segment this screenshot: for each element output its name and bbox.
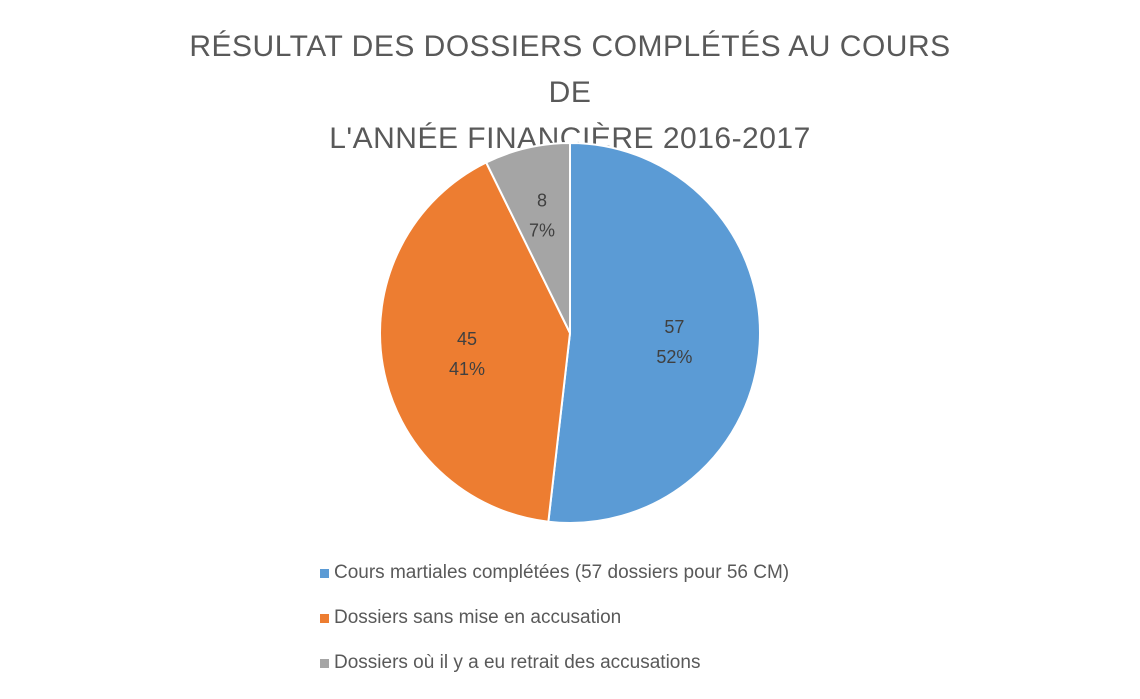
legend-label-3: Dossiers où il y a eu retrait des accusa…: [334, 652, 701, 673]
slice-value-label-2: 45: [457, 329, 477, 349]
pie-slices: [379, 141, 761, 524]
legend-item-2: Dossiers sans mise en accusation: [320, 605, 1020, 650]
pie-data-labels: 57 52% 45 41% 8 7%: [449, 191, 692, 379]
slice-value-label-1: 57: [664, 317, 684, 337]
legend-swatch-3: [320, 659, 329, 668]
pie-slice-2: [379, 161, 572, 523]
slice-percent-label-1: 52%: [656, 347, 692, 367]
legend-label-1: Cours martiales complétées (57 dossiers …: [334, 562, 790, 583]
pie-slice-1: [547, 141, 761, 524]
legend: Cours martiales complétées (57 dossiers …: [320, 560, 1020, 695]
legend-item-3: Dossiers où il y a eu retrait des accusa…: [320, 650, 1020, 695]
slice-value-label-3: 8: [537, 191, 547, 211]
slice-percent-label-2: 41%: [449, 359, 485, 379]
chart-title: RÉSULTAT DES DOSSIERS COMPLÉTÉS AU COURS…: [170, 24, 970, 162]
legend-swatch-2: [320, 614, 329, 623]
legend-label-2: Dossiers sans mise en accusation: [334, 607, 622, 628]
chart-title-line-1: RÉSULTAT DES DOSSIERS COMPLÉTÉS AU COURS…: [189, 30, 951, 109]
legend-swatch-1: [320, 569, 329, 578]
legend-item-1: Cours martiales complétées (57 dossiers …: [320, 560, 1020, 605]
pie-slice-3: [484, 141, 571, 334]
slice-percent-label-3: 7%: [529, 221, 555, 241]
